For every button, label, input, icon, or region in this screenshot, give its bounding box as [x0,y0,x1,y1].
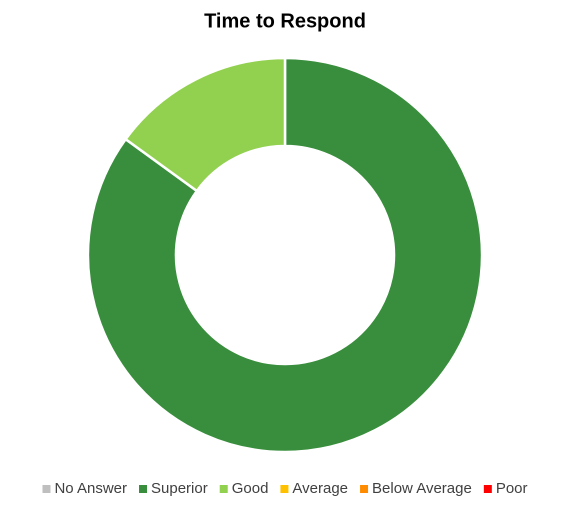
legend-swatch [280,485,289,493]
legend-label: Good [232,480,269,497]
donut-slice [86,56,484,454]
legend-label: Below Average [372,480,472,497]
legend-label: No Answer [54,480,127,497]
legend-swatch [219,485,228,493]
legend-label: Average [292,480,348,497]
donut-slice [123,56,287,193]
legend-label: Poor [496,480,528,497]
legend-label: Superior [151,480,208,497]
legend-swatch [360,485,369,493]
legend-swatch [139,485,148,493]
legend-swatch [483,485,492,493]
chart-title: Time to Respond [204,10,366,32]
legend-swatch [42,485,51,493]
